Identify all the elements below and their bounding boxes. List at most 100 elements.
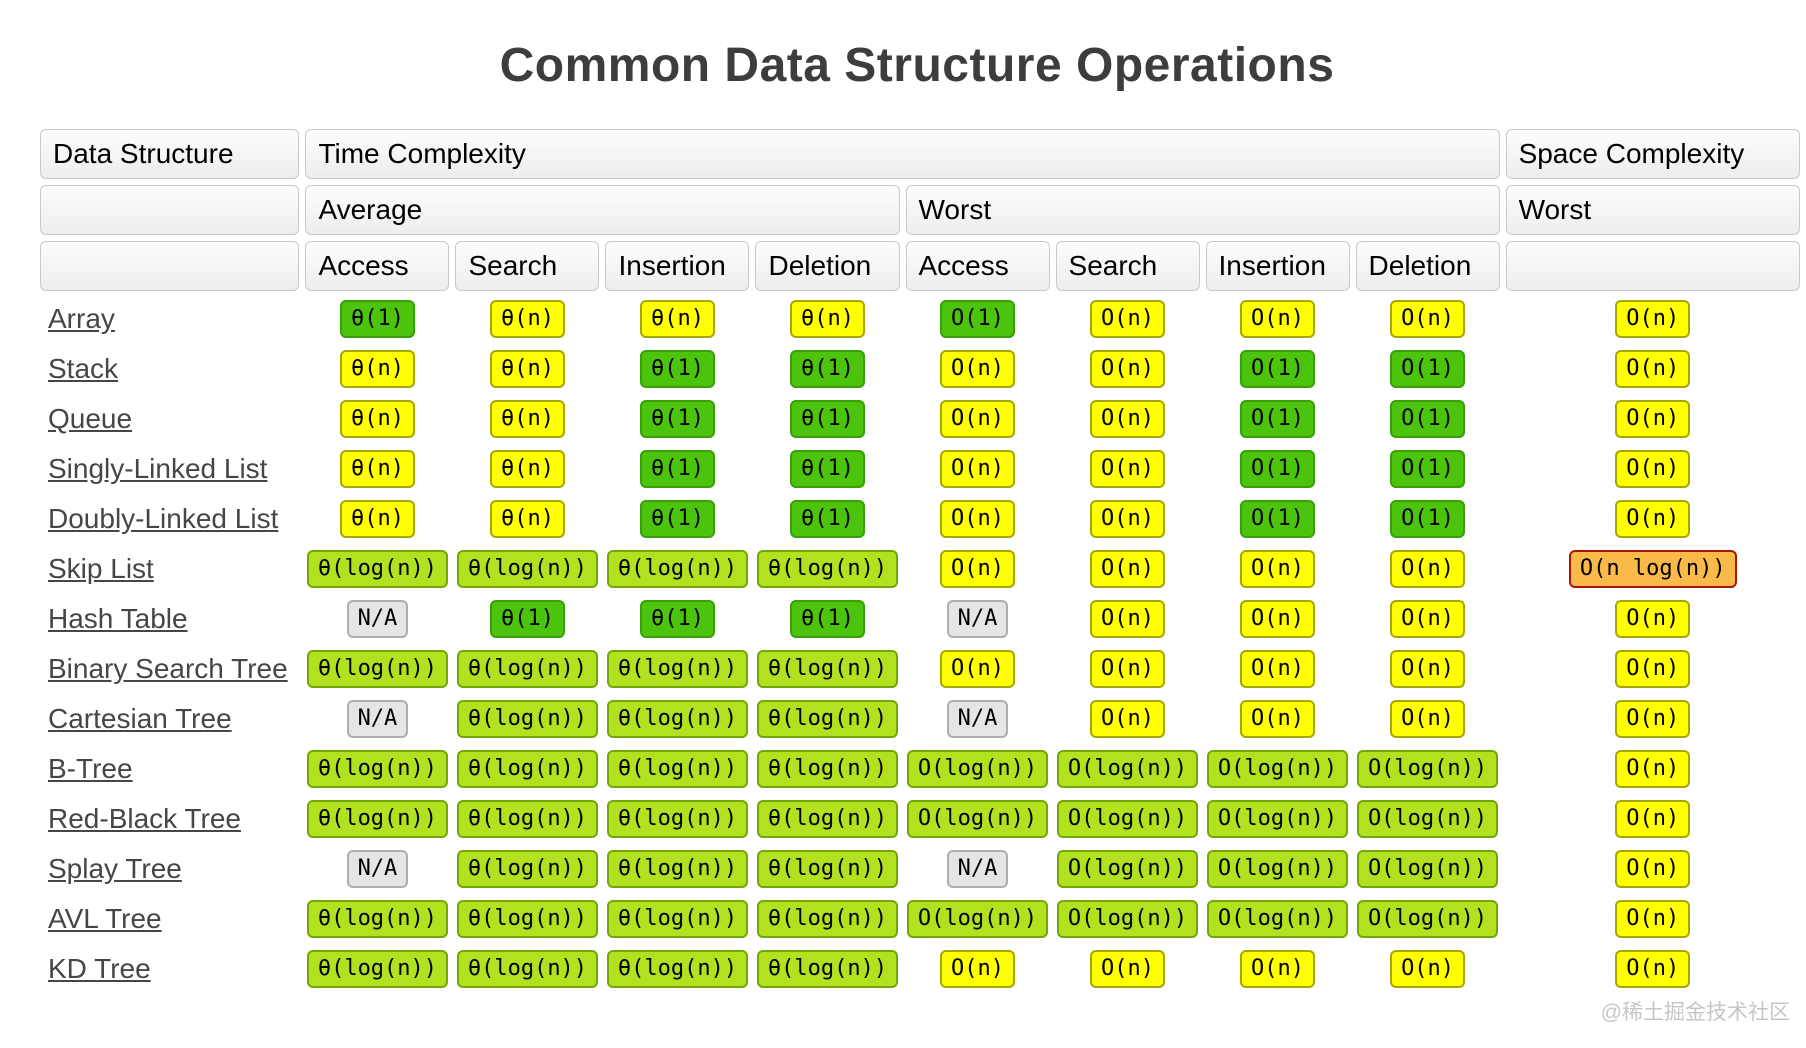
complexity-badge-yellowgreen: O(log(n)) xyxy=(1206,799,1349,839)
complexity-cell: θ(log(n)) xyxy=(455,797,599,841)
complexity-badge-yellow: O(n) xyxy=(940,449,1015,489)
data-structure-link[interactable]: Stack xyxy=(48,353,119,384)
data-structure-link[interactable]: KD Tree xyxy=(48,953,151,984)
complexity-badge-yellowgreen: θ(log(n)) xyxy=(306,799,449,839)
row-label-cell: Binary Search Tree xyxy=(40,647,299,691)
complexity-cell: O(n) xyxy=(1206,647,1350,691)
complexity-badge-yellowgreen: θ(log(n)) xyxy=(606,949,749,989)
row-label-cell: Skip List xyxy=(40,547,299,591)
data-structure-link[interactable]: Hash Table xyxy=(48,603,188,634)
complexity-badge-yellow: O(n) xyxy=(1615,899,1691,939)
complexity-cell: O(1) xyxy=(1356,447,1500,491)
row-label-cell: Singly-Linked List xyxy=(40,447,299,491)
complexity-cell: θ(1) xyxy=(755,397,899,441)
complexity-cell: O(log(n)) xyxy=(1056,797,1200,841)
complexity-cell: O(n) xyxy=(1506,947,1800,991)
complexity-cell: θ(log(n)) xyxy=(455,697,599,741)
complexity-cell: θ(1) xyxy=(605,597,749,641)
table-row: Array θ(1) θ(n) θ(n) θ(n) O(1) O(n) O(n) O(n) O(n… xyxy=(40,297,1800,341)
complexity-badge-green: O(1) xyxy=(1240,499,1316,539)
data-structure-link[interactable]: Cartesian Tree xyxy=(48,703,232,734)
data-structure-link[interactable]: Skip List xyxy=(48,553,154,584)
complexity-cell: θ(log(n)) xyxy=(755,797,899,841)
complexity-cell: θ(n) xyxy=(455,347,599,391)
complexity-cell: O(n) xyxy=(1506,297,1800,341)
complexity-badge-yellowgreen: θ(log(n)) xyxy=(606,649,749,689)
complexity-cell: θ(1) xyxy=(605,447,749,491)
table-row: Hash Table N/A θ(1) θ(1) θ(1) N/A O(n) O(n) O(n)… xyxy=(40,597,1800,641)
data-structure-link[interactable]: Red-Black Tree xyxy=(48,803,241,834)
header-op-average-deletion: Deletion xyxy=(755,241,900,291)
table-row: Red-Black Tree θ(log(n)) θ(log(n)) θ(log(n)… xyxy=(40,797,1800,841)
complexity-badge-yellowgreen: θ(log(n)) xyxy=(456,899,599,939)
complexity-cell: O(n) xyxy=(1356,647,1500,691)
complexity-badge-gray: N/A xyxy=(346,849,409,889)
complexity-cell: O(n) xyxy=(1356,597,1500,641)
complexity-badge-gray: N/A xyxy=(346,699,409,739)
complexity-cell: O(n) xyxy=(1506,747,1800,791)
complexity-badge-yellow: O(n) xyxy=(1615,799,1691,839)
complexity-cell: O(n) xyxy=(1056,947,1200,991)
complexity-badge-yellow: θ(n) xyxy=(339,349,415,389)
complexity-cell: O(log(n)) xyxy=(1206,747,1350,791)
data-structure-link[interactable]: Queue xyxy=(48,403,133,434)
complexity-badge-yellowgreen: O(log(n)) xyxy=(1056,849,1199,889)
complexity-cell: O(n) xyxy=(1206,597,1350,641)
complexity-badge-yellow: O(n) xyxy=(1240,599,1316,639)
table-row: Splay Tree N/A θ(log(n)) θ(log(n)) θ(log(n))… xyxy=(40,847,1800,891)
complexity-badge-yellowgreen: O(log(n)) xyxy=(1056,899,1199,939)
header-op-worst-search: Search xyxy=(1055,241,1200,291)
complexity-cell: O(log(n)) xyxy=(1356,747,1500,791)
complexity-cell: θ(1) xyxy=(755,447,899,491)
complexity-badge-yellowgreen: θ(log(n)) xyxy=(756,699,899,739)
complexity-badge-green: θ(1) xyxy=(790,399,865,439)
row-label-cell: Cartesian Tree xyxy=(40,697,299,741)
complexity-cell: θ(1) xyxy=(605,347,749,391)
complexity-badge-yellowgreen: θ(log(n)) xyxy=(756,649,899,689)
header-empty-cell xyxy=(1505,241,1800,291)
complexity-cell: θ(log(n)) xyxy=(455,947,599,991)
complexity-badge-yellowgreen: θ(log(n)) xyxy=(606,899,749,939)
complexity-cell: O(n) xyxy=(906,397,1050,441)
data-structure-link[interactable]: Splay Tree xyxy=(48,853,182,884)
data-structure-link[interactable]: Array xyxy=(48,303,115,334)
complexity-badge-yellowgreen: θ(log(n)) xyxy=(306,949,449,989)
complexity-badge-green: O(1) xyxy=(940,299,1015,339)
complexity-badge-yellow: O(n) xyxy=(1090,599,1166,639)
row-label-cell: Doubly-Linked List xyxy=(40,497,299,541)
complexity-cell: O(n) xyxy=(1506,397,1800,441)
complexity-badge-yellow: θ(n) xyxy=(489,399,565,439)
data-structure-link[interactable]: B-Tree xyxy=(48,753,133,784)
complexity-cell: θ(n) xyxy=(755,297,899,341)
complexity-badge-yellow: θ(n) xyxy=(339,499,415,539)
complexity-badge-yellowgreen: θ(log(n)) xyxy=(456,749,599,789)
data-structure-link[interactable]: AVL Tree xyxy=(48,903,162,934)
complexity-badge-green: O(1) xyxy=(1390,349,1466,389)
complexity-cell: O(1) xyxy=(1206,347,1350,391)
complexity-cell: O(n) xyxy=(1506,447,1800,491)
header-space-complexity: Space Complexity xyxy=(1505,129,1800,179)
complexity-cell: θ(log(n)) xyxy=(455,897,599,941)
complexity-badge-yellow: O(n) xyxy=(1090,449,1166,489)
complexity-cell: N/A xyxy=(305,597,449,641)
data-structure-link[interactable]: Singly-Linked List xyxy=(48,453,268,484)
row-label-cell: B-Tree xyxy=(40,747,299,791)
complexity-badge-yellow: O(n) xyxy=(1615,299,1691,339)
complexity-cell: O(n) xyxy=(1056,347,1200,391)
complexity-badge-yellow: θ(n) xyxy=(489,449,565,489)
complexity-badge-green: O(1) xyxy=(1240,399,1316,439)
complexity-cell: θ(log(n)) xyxy=(605,697,749,741)
data-structure-link[interactable]: Binary Search Tree xyxy=(48,653,288,684)
header-op-worst-insertion: Insertion xyxy=(1205,241,1350,291)
complexity-cell: θ(log(n)) xyxy=(305,797,449,841)
header-group-space-worst: Worst xyxy=(1505,185,1800,235)
complexity-badge-yellow: O(n) xyxy=(1240,699,1316,739)
complexity-cell: θ(n) xyxy=(305,447,449,491)
complexity-cell: O(log(n)) xyxy=(906,797,1050,841)
complexity-table: Data Structure Time Complexity Space Com… xyxy=(34,123,1806,997)
row-label-cell: KD Tree xyxy=(40,947,299,991)
complexity-badge-green: θ(1) xyxy=(489,599,565,639)
complexity-badge-yellow: O(n) xyxy=(940,549,1015,589)
data-structure-link[interactable]: Doubly-Linked List xyxy=(48,503,279,534)
complexity-badge-yellow: O(n) xyxy=(940,349,1015,389)
